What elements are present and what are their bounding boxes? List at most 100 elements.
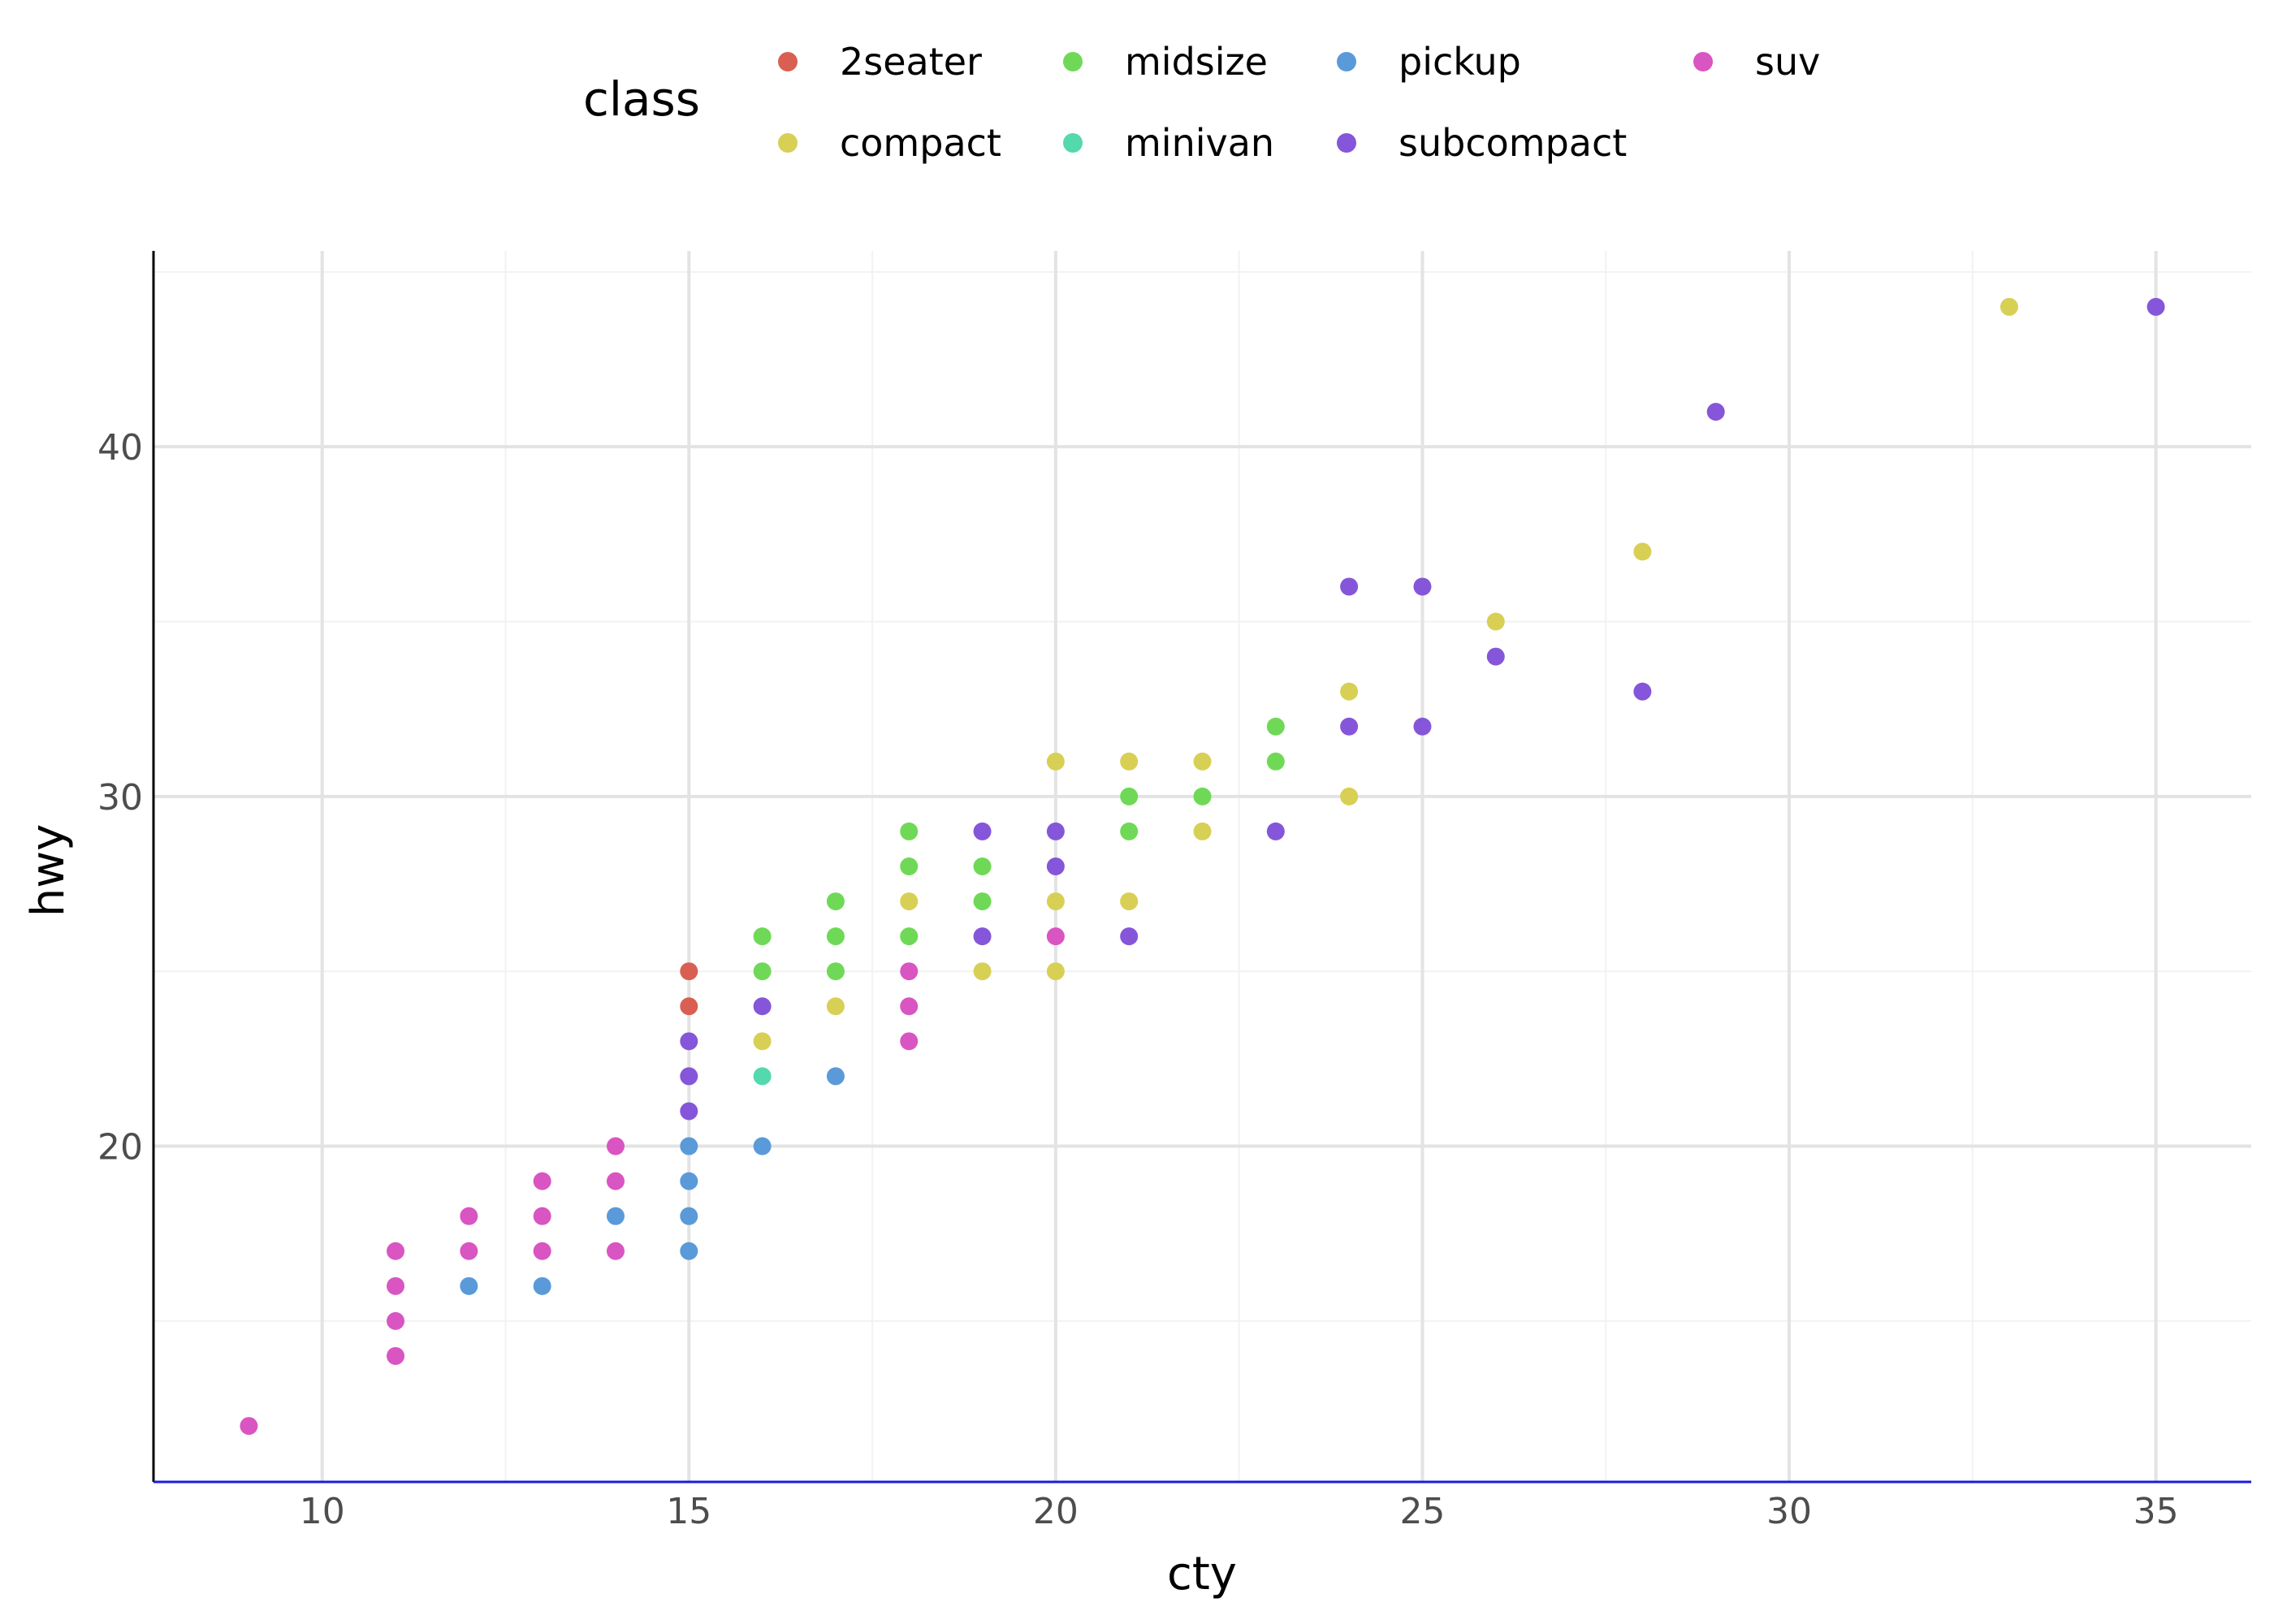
- data-point-compact: [1193, 752, 1212, 771]
- y-tick-label: 20: [97, 1127, 143, 1168]
- data-point-compact: [1486, 612, 1505, 631]
- data-point-midsize: [826, 892, 845, 911]
- data-point-subcompact: [973, 822, 992, 840]
- legend-label-minivan: minivan: [1125, 121, 1274, 165]
- data-point-suv: [533, 1207, 551, 1225]
- data-point-subcompact: [1266, 822, 1285, 840]
- data-point-midsize: [900, 927, 919, 946]
- data-point-subcompact: [1706, 403, 1725, 421]
- data-point-midsize: [1193, 787, 1212, 806]
- data-point-midsize: [1266, 717, 1285, 736]
- data-point-compact: [1120, 892, 1139, 911]
- legend-key-pickup: [1337, 52, 1356, 71]
- data-point-subcompact: [1046, 822, 1065, 840]
- data-point-pickup: [533, 1276, 551, 1295]
- x-tick-label: 30: [1766, 1491, 1812, 1532]
- data-point-suv: [900, 1032, 919, 1051]
- data-point-compact: [1046, 892, 1065, 911]
- y-tick-label: 40: [97, 427, 143, 469]
- data-point-compact: [1046, 962, 1065, 981]
- data-point-subcompact: [1340, 577, 1359, 596]
- data-point-midsize: [973, 892, 992, 911]
- data-point-compact: [1340, 682, 1359, 701]
- data-point-midsize: [1120, 787, 1139, 806]
- data-point-pickup: [680, 1242, 698, 1260]
- data-point-compact: [1120, 752, 1139, 771]
- data-point-suv: [606, 1137, 625, 1155]
- data-point-subcompact: [973, 927, 992, 946]
- legend-key-subcompact: [1337, 133, 1356, 153]
- data-point-pickup: [826, 1067, 845, 1086]
- legend-title: class: [583, 71, 700, 127]
- data-point-compact: [1193, 822, 1212, 840]
- data-point-midsize: [753, 927, 772, 946]
- data-point-minivan: [753, 1067, 772, 1086]
- data-point-compact: [900, 892, 919, 911]
- legend-label-midsize: midsize: [1125, 40, 1268, 84]
- legend-item-2seater: 2seater: [778, 40, 982, 84]
- data-point-suv: [387, 1311, 405, 1330]
- data-point-pickup: [680, 1172, 698, 1190]
- data-point-suv: [606, 1242, 625, 1260]
- legend: class 2seater compact midsize minivan pickup…: [583, 40, 1820, 165]
- legend-item-minivan: minivan: [1063, 121, 1274, 165]
- data-point-compact: [1633, 542, 1652, 561]
- data-point-suv: [387, 1346, 405, 1365]
- x-tick-label: 35: [2133, 1491, 2179, 1532]
- data-point-compact: [753, 1032, 772, 1051]
- data-point-pickup: [460, 1276, 478, 1295]
- legend-item-compact: compact: [778, 121, 1001, 165]
- minor-gridlines: [153, 251, 2251, 1482]
- x-tick-label: 25: [1399, 1491, 1445, 1532]
- data-point-midsize: [900, 857, 919, 875]
- data-point-subcompact: [680, 1102, 698, 1121]
- data-point-subcompact: [753, 997, 772, 1016]
- x-tick-labels: 10 15 20 25 30 35: [300, 1491, 2179, 1532]
- data-point-2seater: [680, 997, 698, 1016]
- data-point-compact: [973, 962, 992, 981]
- axes: [152, 251, 2251, 1484]
- data-point-midsize: [973, 857, 992, 875]
- data-point-compact: [1046, 752, 1065, 771]
- data-point-suv: [387, 1242, 405, 1260]
- legend-key-suv: [1693, 52, 1713, 71]
- data-point-midsize: [900, 822, 919, 840]
- data-point-midsize: [1120, 822, 1139, 840]
- data-point-subcompact: [680, 1067, 698, 1086]
- legend-item-suv: suv: [1693, 40, 1820, 84]
- x-tick-label: 15: [666, 1491, 711, 1532]
- data-point-suv: [533, 1242, 551, 1260]
- data-point-pickup: [606, 1207, 625, 1225]
- data-point-subcompact: [1633, 682, 1652, 701]
- legend-label-pickup: pickup: [1399, 40, 1521, 84]
- legend-key-2seater: [778, 52, 798, 71]
- data-point-midsize: [1266, 752, 1285, 771]
- data-point-suv: [460, 1207, 478, 1225]
- data-point-pickup: [680, 1137, 698, 1155]
- data-point-suv: [387, 1276, 405, 1295]
- data-point-pickup: [680, 1207, 698, 1225]
- data-point-2seater: [680, 962, 698, 981]
- data-point-subcompact: [1340, 717, 1359, 736]
- data-point-subcompact: [1046, 857, 1065, 875]
- legend-label-subcompact: subcompact: [1399, 121, 1627, 165]
- data-point-suv: [900, 962, 919, 981]
- data-point-subcompact: [1413, 717, 1432, 736]
- legend-items: 2seater compact midsize minivan pickup subcom…: [778, 40, 1820, 165]
- data-point-midsize: [826, 962, 845, 981]
- x-tick-label: 20: [1033, 1491, 1079, 1532]
- data-point-midsize: [753, 962, 772, 981]
- x-tick-label: 10: [300, 1491, 345, 1532]
- legend-item-midsize: midsize: [1063, 40, 1268, 84]
- y-tick-labels: 20 30 40: [97, 427, 143, 1168]
- data-point-subcompact: [1413, 577, 1432, 596]
- data-point-compact: [826, 997, 845, 1016]
- data-point-subcompact: [1486, 647, 1505, 666]
- data-point-compact: [1999, 297, 2018, 316]
- legend-key-minivan: [1063, 133, 1083, 153]
- data-point-suv: [533, 1172, 551, 1190]
- data-point-subcompact: [680, 1032, 698, 1051]
- legend-key-compact: [778, 133, 798, 153]
